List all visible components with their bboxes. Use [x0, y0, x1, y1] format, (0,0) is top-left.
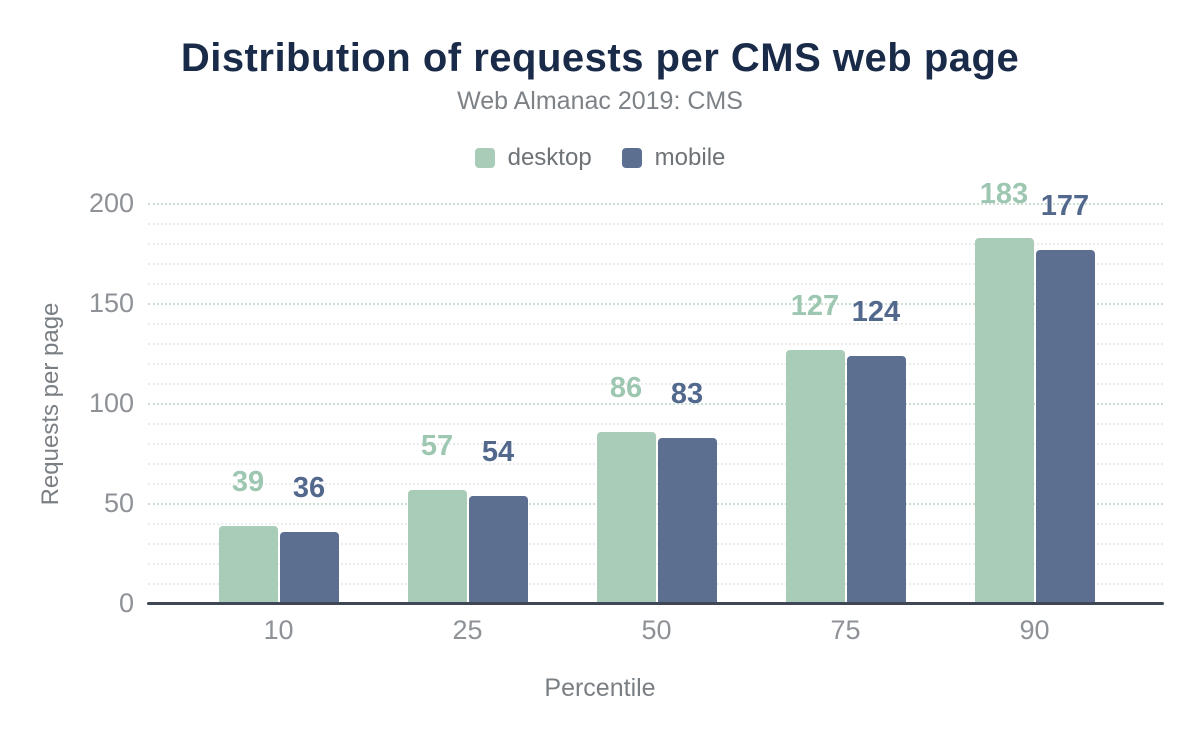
value-label-mobile-p25: 54: [481, 436, 515, 468]
legend-swatch-desktop: [474, 148, 495, 168]
grid-line-150: [148, 303, 1163, 305]
legend-item-mobile: mobile: [621, 144, 726, 171]
bar-mobile-p90: [1035, 250, 1095, 604]
value-label-mobile-p50: 83: [670, 378, 704, 410]
value-label-desktop-p75: 127: [790, 290, 840, 322]
grid-line-190: [148, 223, 1163, 225]
x-tick-label-50: 50: [641, 615, 672, 645]
bar-mobile-p50: [657, 438, 717, 604]
x-tick-label-90: 90: [1019, 615, 1050, 645]
legend-item-desktop: desktop: [474, 144, 592, 171]
grid-line-90: [148, 423, 1163, 425]
grid-line-40: [148, 523, 1163, 525]
grid-line-60: [148, 483, 1163, 485]
x-tick-label-25: 25: [452, 615, 483, 645]
x-axis-title: Percentile: [544, 674, 656, 702]
bar-mobile-p75: [846, 356, 906, 604]
grid-line-160: [148, 283, 1163, 285]
y-tick-label-0: 0: [118, 588, 134, 618]
value-label-mobile-p75: 124: [851, 296, 901, 328]
legend-label-desktop: desktop: [507, 144, 592, 171]
x-axis-line: [147, 602, 1164, 605]
grid-line-70: [148, 463, 1163, 465]
y-tick-label-150: 150: [88, 288, 134, 318]
legend-label-mobile: mobile: [654, 144, 726, 171]
grid-line-170: [148, 263, 1163, 265]
grid-line-180: [148, 243, 1163, 245]
value-label-desktop-p50: 86: [609, 372, 643, 404]
grid-line-140: [148, 323, 1163, 325]
grid-line-100: [148, 403, 1163, 405]
y-tick-label-100: 100: [88, 388, 134, 418]
grid-line-20: [148, 563, 1163, 565]
bar-desktop-p90: [974, 238, 1034, 604]
grid-line-30: [148, 543, 1163, 545]
legend-swatch-mobile: [621, 148, 642, 168]
x-tick-label-75: 75: [830, 615, 861, 645]
bar-desktop-p75: [785, 350, 845, 604]
grid-line-50: [148, 503, 1163, 505]
value-label-mobile-p90: 177: [1040, 190, 1090, 222]
legend: desktop mobile: [0, 146, 1200, 170]
bar-desktop-p10: [218, 526, 278, 604]
grid-line-120: [148, 363, 1163, 365]
grid-line-200: [148, 203, 1163, 205]
value-label-mobile-p10: 36: [292, 472, 326, 504]
chart-subtitle: Web Almanac 2019: CMS: [457, 87, 743, 115]
grid-line-10: [148, 583, 1163, 585]
chart-title: Distribution of requests per CMS web pag…: [180, 36, 1020, 80]
bar-mobile-p10: [279, 532, 339, 604]
y-tick-label-50: 50: [103, 488, 134, 518]
plot-area: 39 36 57 54 86 83 127 124 183 177: [148, 180, 1163, 604]
value-label-desktop-p25: 57: [420, 430, 454, 462]
value-label-desktop-p90: 183: [979, 178, 1029, 210]
grid-line-110: [148, 383, 1163, 385]
grid-line-80: [148, 443, 1163, 445]
x-tick-label-10: 10: [263, 615, 294, 645]
bar-desktop-p50: [596, 432, 656, 604]
y-tick-label-200: 200: [88, 188, 134, 218]
bar-mobile-p25: [468, 496, 528, 604]
bar-desktop-p25: [407, 490, 467, 604]
value-label-desktop-p10: 39: [231, 466, 265, 498]
grid-line-130: [148, 343, 1163, 345]
